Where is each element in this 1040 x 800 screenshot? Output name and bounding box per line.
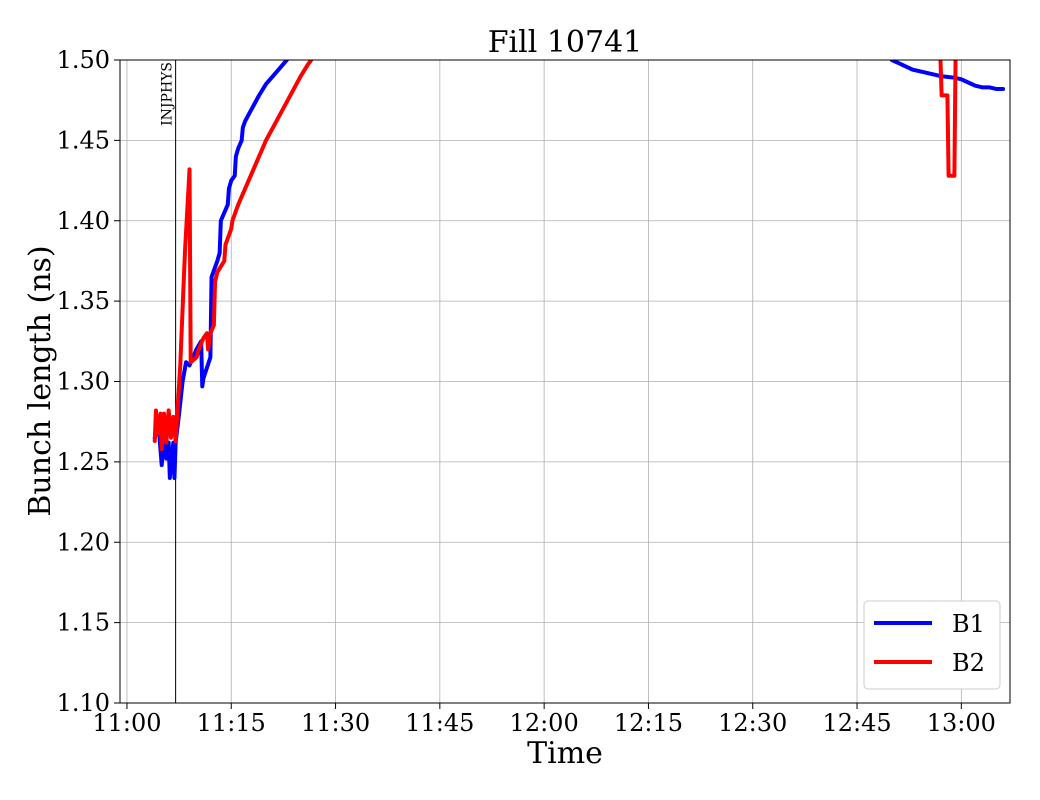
y-tick-label: 1.35 (57, 287, 110, 315)
vertical-marker-label: INJPHYS (160, 62, 176, 126)
legend: B1 B2 (863, 600, 1001, 690)
x-tick-label: 11:30 (301, 709, 370, 737)
series-line-b1 (152, 60, 1006, 480)
series-line-b2 (152, 60, 958, 452)
x-tick-label: 12:00 (510, 709, 579, 737)
chart-title: Fill 10741 (488, 25, 643, 60)
y-tick-label: 1.10 (57, 689, 110, 717)
legend-label-b2: B2 (952, 649, 985, 677)
y-tick-label: 1.15 (57, 609, 110, 637)
x-tick-label: 11:00 (92, 709, 161, 737)
y-tick-label: 1.40 (57, 207, 110, 235)
y-tick-label: 1.25 (57, 448, 110, 476)
x-axis-ticks: 11:00 11:15 11:30 11:45 12:00 12:15 12:30 12:45… (92, 703, 996, 737)
x-axis-title: Time (527, 736, 603, 771)
y-axis-ticks: 1.10 1.15 1.20 1.25 1.30 1.35 1.40 1.45 1.50 (57, 46, 120, 717)
series-lines (152, 60, 1006, 480)
x-tick-label: 12:30 (718, 709, 787, 737)
y-axis-title: Bunch length (ns) (23, 245, 58, 516)
x-tick-label: 12:15 (614, 709, 683, 737)
x-tick-label: 12:45 (822, 709, 891, 737)
y-tick-label: 1.45 (57, 126, 110, 154)
y-tick-label: 1.20 (57, 528, 110, 556)
x-tick-label: 13:00 (927, 709, 996, 737)
vertical-markers: INJPHYS (160, 60, 177, 703)
legend-label-b1: B1 (952, 610, 985, 638)
y-tick-label: 1.50 (57, 46, 110, 74)
x-tick-label: 11:15 (197, 709, 266, 737)
y-tick-label: 1.30 (57, 368, 110, 396)
x-tick-label: 11:45 (405, 709, 474, 737)
